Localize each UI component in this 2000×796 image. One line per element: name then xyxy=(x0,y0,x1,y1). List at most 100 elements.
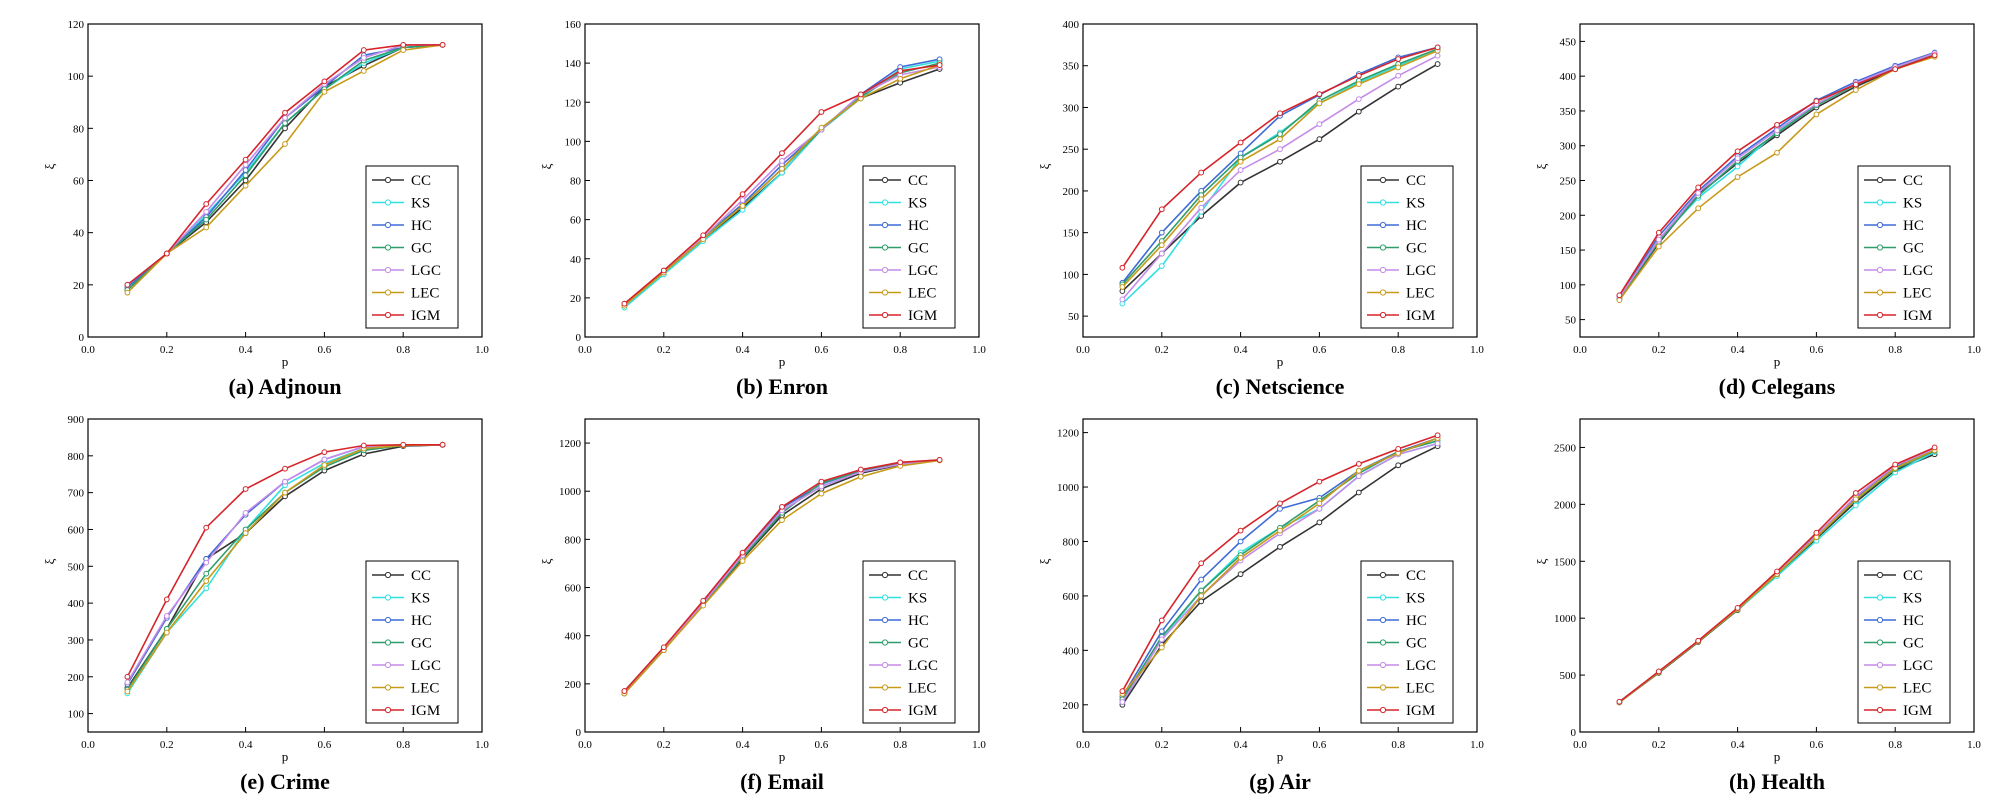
x-axis-label: p xyxy=(779,354,786,369)
legend-label-lec: LEC xyxy=(1903,286,1931,302)
data-point-igm xyxy=(1734,148,1741,155)
y-tick-label: 200 xyxy=(1063,700,1080,712)
data-point-lgc xyxy=(1119,296,1126,303)
legend-box xyxy=(365,165,459,329)
legend-marker-lgc xyxy=(384,661,392,669)
y-tick-label: 1000 xyxy=(559,486,582,498)
data-point-cc xyxy=(1277,544,1283,550)
y-tick-label: 2000 xyxy=(1554,499,1577,511)
chart-caption: (d) Celegans xyxy=(1719,374,1836,399)
y-axis-label: ξ xyxy=(42,163,57,169)
y-tick-label: 200 xyxy=(1560,210,1577,222)
data-point-igm xyxy=(1734,605,1741,611)
chart-caption: (g) Air xyxy=(1249,769,1311,794)
data-point-cc xyxy=(1434,61,1441,67)
data-point-cc xyxy=(1355,489,1362,496)
data-point-igm xyxy=(1892,461,1899,468)
y-tick-label: 20 xyxy=(570,293,582,305)
data-point-igm xyxy=(321,449,328,456)
data-point-hc xyxy=(1198,576,1205,583)
data-point-igm xyxy=(1616,292,1623,299)
legend-marker-hc xyxy=(881,616,889,624)
chart-caption: (e) Crime xyxy=(240,769,330,794)
data-point-igm xyxy=(1852,490,1859,496)
y-tick-label: 100 xyxy=(1560,280,1577,292)
data-point-lgc xyxy=(124,679,131,686)
data-point-lec xyxy=(779,517,785,524)
data-point-lec xyxy=(1655,243,1662,250)
data-point-lgc xyxy=(1655,236,1662,243)
data-point-lec xyxy=(1277,136,1283,143)
y-tick-label: 1500 xyxy=(1554,556,1577,568)
legend-marker-igm xyxy=(384,311,392,319)
legend-marker-hc xyxy=(384,221,392,229)
data-point-cc xyxy=(1355,108,1362,115)
y-tick-label: 200 xyxy=(1063,186,1080,198)
x-tick-label: 1.0 xyxy=(1470,344,1484,356)
data-point-igm xyxy=(163,596,170,603)
x-axis-label: p xyxy=(1774,354,1781,369)
data-point-igm xyxy=(360,47,367,53)
legend-label-cc: CC xyxy=(1903,568,1923,584)
data-point-lec xyxy=(1852,496,1859,503)
legend-marker-lgc xyxy=(1379,266,1387,274)
y-tick-label: 250 xyxy=(1063,144,1080,156)
x-axis-label: p xyxy=(1774,749,1781,764)
legend-label-gc: GC xyxy=(411,636,432,652)
legend-marker-cc xyxy=(384,176,392,184)
legend-marker-cc xyxy=(1876,571,1884,579)
data-point-igm xyxy=(1198,560,1205,567)
legend-marker-ks xyxy=(1379,199,1387,206)
x-tick-label: 0.6 xyxy=(1810,344,1824,356)
data-point-ks xyxy=(1158,263,1165,269)
data-point-igm xyxy=(857,466,864,473)
data-point-lec xyxy=(1158,242,1165,249)
legend-marker-hc xyxy=(1876,616,1884,624)
x-tick-label: 0.6 xyxy=(815,344,829,356)
plot-frame xyxy=(1579,418,1975,733)
data-point-igm xyxy=(621,300,628,307)
legend-marker-lgc xyxy=(1379,661,1387,669)
y-tick-label: 300 xyxy=(1063,102,1080,114)
x-tick-label: 0.0 xyxy=(1076,344,1090,356)
legend-label-igm: IGM xyxy=(411,308,440,324)
y-tick-label: 0 xyxy=(79,332,85,344)
chart-caption: (a) Adjnoun xyxy=(228,374,341,399)
legend-label-ks: KS xyxy=(1406,591,1425,607)
legend-label-igm: IGM xyxy=(411,703,440,719)
legend-marker-lgc xyxy=(1876,661,1884,669)
data-point-lec xyxy=(203,578,210,584)
y-tick-label: 40 xyxy=(570,254,582,266)
data-point-cc xyxy=(1316,519,1323,526)
y-tick-label: 100 xyxy=(68,71,85,83)
y-tick-label: 120 xyxy=(68,19,85,31)
x-tick-label: 1.0 xyxy=(475,739,489,751)
data-point-lgc xyxy=(242,510,249,516)
data-point-hc xyxy=(1158,229,1165,236)
legend-marker-ks xyxy=(384,594,392,601)
y-tick-label: 300 xyxy=(68,635,85,647)
data-point-lec xyxy=(1395,64,1402,71)
data-point-lgc xyxy=(1355,96,1362,103)
y-tick-label: 400 xyxy=(1063,19,1080,31)
data-point-gc xyxy=(1277,131,1283,138)
legend-marker-igm xyxy=(1379,706,1387,714)
data-point-cc xyxy=(1316,136,1323,143)
y-tick-label: 60 xyxy=(73,176,85,188)
legend-label-lec: LEC xyxy=(1406,286,1434,302)
legend-marker-hc xyxy=(1379,616,1387,624)
y-axis-label: ξ xyxy=(1037,558,1052,564)
legend-marker-lec xyxy=(881,289,889,296)
x-tick-label: 0.6 xyxy=(815,739,829,751)
legend-label-cc: CC xyxy=(1406,173,1426,189)
data-point-lec xyxy=(818,490,825,497)
data-point-igm xyxy=(1434,432,1441,439)
data-point-lec xyxy=(1355,467,1362,474)
data-point-igm xyxy=(1395,446,1402,452)
legend-marker-ks xyxy=(1379,594,1387,601)
y-tick-label: 450 xyxy=(1560,36,1577,48)
chart-caption: (h) Health xyxy=(1729,769,1825,794)
data-point-lgc xyxy=(1434,440,1441,447)
data-point-gc xyxy=(282,120,288,127)
